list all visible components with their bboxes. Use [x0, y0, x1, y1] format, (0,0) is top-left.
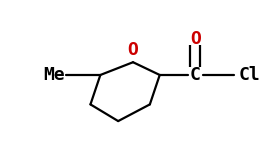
Text: Cl: Cl — [239, 66, 261, 84]
Text: C: C — [190, 66, 201, 84]
Text: Me: Me — [43, 66, 65, 84]
Text: O: O — [190, 30, 201, 48]
Text: O: O — [128, 41, 139, 59]
